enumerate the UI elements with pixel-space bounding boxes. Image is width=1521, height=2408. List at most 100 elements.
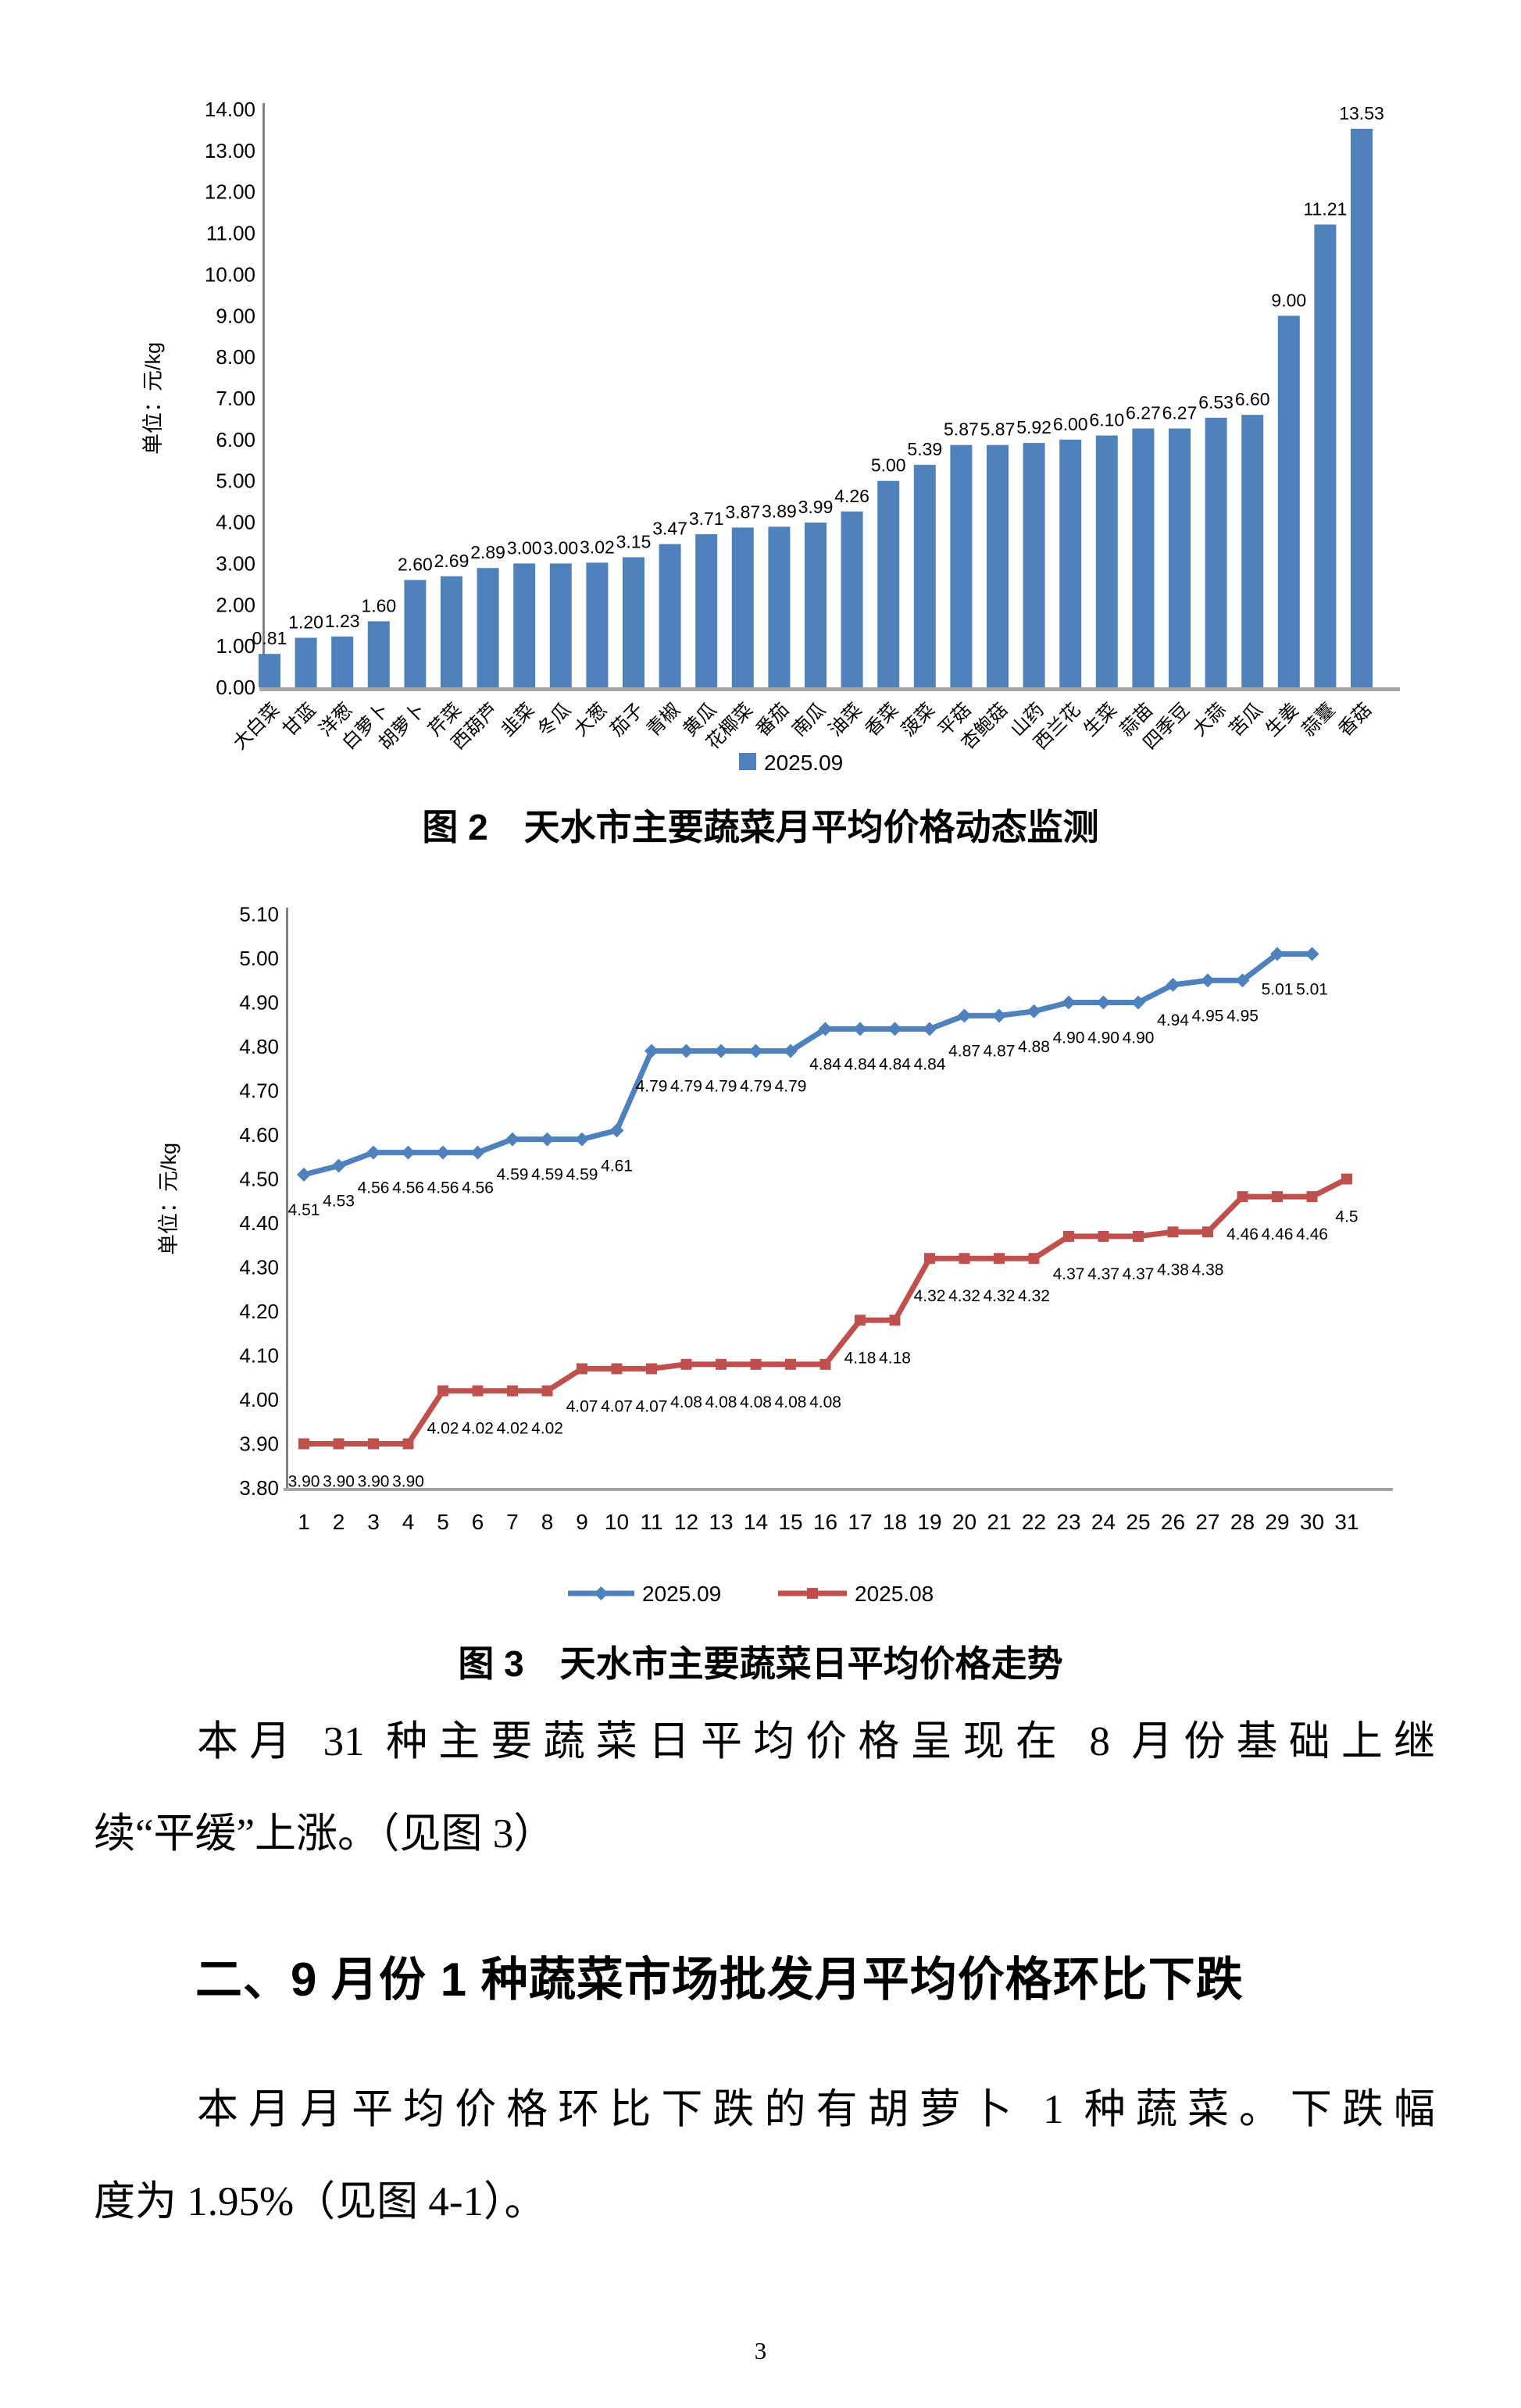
data-point-label: 4.79 xyxy=(740,1078,772,1096)
y-tick-label: 10.00 xyxy=(205,262,255,286)
x-tick-label: 29 xyxy=(1265,1510,1289,1534)
x-tick-label: 16 xyxy=(813,1510,837,1534)
legend-label: 2025.09 xyxy=(764,751,843,775)
bar-value-label: 3.00 xyxy=(507,537,542,558)
y-tick-label: 5.00 xyxy=(239,947,279,970)
y-axis-title: 单位：元/kg xyxy=(141,342,165,455)
y-tick-label: 0.00 xyxy=(216,676,255,699)
bar xyxy=(586,562,609,687)
data-point-marker xyxy=(714,1043,728,1058)
y-tick-label: 9.00 xyxy=(216,304,255,327)
data-point-label: 4.32 xyxy=(1018,1287,1050,1305)
bar xyxy=(877,480,900,687)
x-tick-label: 11 xyxy=(640,1510,662,1534)
y-tick-label: 4.60 xyxy=(239,1123,279,1147)
data-point-marker xyxy=(1096,995,1111,1010)
bar-value-label: 9.00 xyxy=(1271,290,1306,310)
data-point-label: 4.02 xyxy=(462,1420,494,1438)
bar-value-label: 6.53 xyxy=(1198,392,1234,412)
data-point-marker xyxy=(1235,973,1250,988)
data-point-label: 4.5 xyxy=(1335,1208,1358,1226)
data-point-label: 4.46 xyxy=(1226,1225,1259,1243)
data-point-label: 4.95 xyxy=(1226,1007,1259,1025)
y-tick-label: 7.00 xyxy=(216,387,255,410)
y-axis-title: 单位：元/kg xyxy=(157,1143,180,1255)
data-point-marker xyxy=(785,1358,796,1370)
x-tick-label: 26 xyxy=(1161,1510,1185,1534)
data-point-marker xyxy=(889,1315,901,1326)
data-point-label: 3.90 xyxy=(288,1473,320,1491)
y-tick-label: 3.00 xyxy=(216,551,255,575)
x-tick-label: 10 xyxy=(605,1510,629,1534)
data-point-marker xyxy=(1167,1226,1179,1238)
y-tick-label: 4.80 xyxy=(239,1035,279,1058)
data-point-marker xyxy=(716,1358,727,1370)
data-point-label: 4.32 xyxy=(948,1287,980,1305)
section-heading: 二、9 月份 1 种蔬菜市场批发月平均价格环比下跌 xyxy=(195,1953,1244,2006)
bar xyxy=(1314,224,1337,687)
category-label: 甘蓝 xyxy=(279,699,320,740)
data-point-label: 4.18 xyxy=(844,1349,877,1367)
data-point-marker xyxy=(436,1145,450,1160)
x-tick-label: 18 xyxy=(883,1510,907,1534)
data-point-label: 4.07 xyxy=(566,1397,598,1415)
data-point-marker xyxy=(401,1145,416,1160)
bar xyxy=(913,465,936,687)
legend-label: 2025.09 xyxy=(642,1582,721,1606)
data-point-label: 4.02 xyxy=(497,1420,529,1438)
x-tick-label: 22 xyxy=(1022,1510,1046,1534)
x-tick-label: 1 xyxy=(298,1510,310,1534)
category-label: 韭菜 xyxy=(497,699,538,740)
y-tick-label: 13.00 xyxy=(205,139,255,162)
x-tick-label: 9 xyxy=(576,1510,588,1534)
data-point-marker xyxy=(1063,1230,1074,1242)
data-point-marker xyxy=(853,1022,867,1036)
data-point-label: 4.79 xyxy=(670,1078,702,1096)
y-tick-label: 1.00 xyxy=(216,634,255,658)
data-point-marker xyxy=(609,1123,624,1138)
data-point-marker xyxy=(1270,947,1284,961)
page-number: 3 xyxy=(754,2337,767,2364)
data-point-marker xyxy=(680,1358,692,1370)
data-point-label: 4.95 xyxy=(1192,1007,1224,1025)
data-point-marker xyxy=(1272,1191,1283,1203)
x-tick-label: 3 xyxy=(367,1510,380,1534)
data-point-marker xyxy=(1098,1230,1109,1242)
data-point-label: 5.01 xyxy=(1296,980,1328,998)
data-point-marker xyxy=(540,1132,555,1147)
bar-value-label: 5.87 xyxy=(980,419,1016,440)
bar-value-label: 3.47 xyxy=(652,519,687,539)
x-tick-label: 6 xyxy=(472,1510,484,1534)
y-tick-label: 3.90 xyxy=(239,1432,279,1456)
y-tick-label: 12.00 xyxy=(205,180,255,204)
data-point-label: 4.08 xyxy=(775,1393,807,1411)
data-point-label: 4.61 xyxy=(601,1157,633,1175)
y-tick-label: 4.10 xyxy=(239,1344,279,1368)
data-point-marker xyxy=(541,1385,553,1397)
bar xyxy=(1059,439,1082,687)
bar-value-label: 3.87 xyxy=(725,501,760,522)
figure2-caption: 图 2 天水市主要蔬菜月平均价格动态监测 xyxy=(422,807,1099,847)
bar-value-label: 6.00 xyxy=(1053,414,1088,434)
data-point-marker xyxy=(507,1385,518,1397)
bar xyxy=(1205,417,1227,687)
y-tick-label: 5.00 xyxy=(216,469,255,493)
category-label: 苦瓜 xyxy=(1225,699,1266,740)
x-tick-label: 20 xyxy=(952,1510,977,1534)
data-point-marker xyxy=(1028,1253,1040,1265)
y-tick-label: 4.20 xyxy=(239,1300,279,1323)
y-tick-label: 2.00 xyxy=(216,593,255,616)
category-label: 大蒜 xyxy=(1189,699,1230,740)
data-point-marker xyxy=(1201,973,1215,988)
category-label: 南瓜 xyxy=(788,699,830,740)
data-point-marker xyxy=(1306,1191,1318,1203)
bar-value-label: 1.23 xyxy=(325,611,360,631)
data-point-marker xyxy=(992,1008,1006,1023)
bar xyxy=(1241,415,1264,687)
x-tick-label: 7 xyxy=(506,1510,519,1534)
x-tick-label: 13 xyxy=(709,1510,733,1534)
data-point-label: 4.94 xyxy=(1157,1011,1189,1029)
data-point-marker xyxy=(402,1438,414,1450)
bar xyxy=(1277,316,1300,687)
data-point-marker xyxy=(472,1385,484,1397)
